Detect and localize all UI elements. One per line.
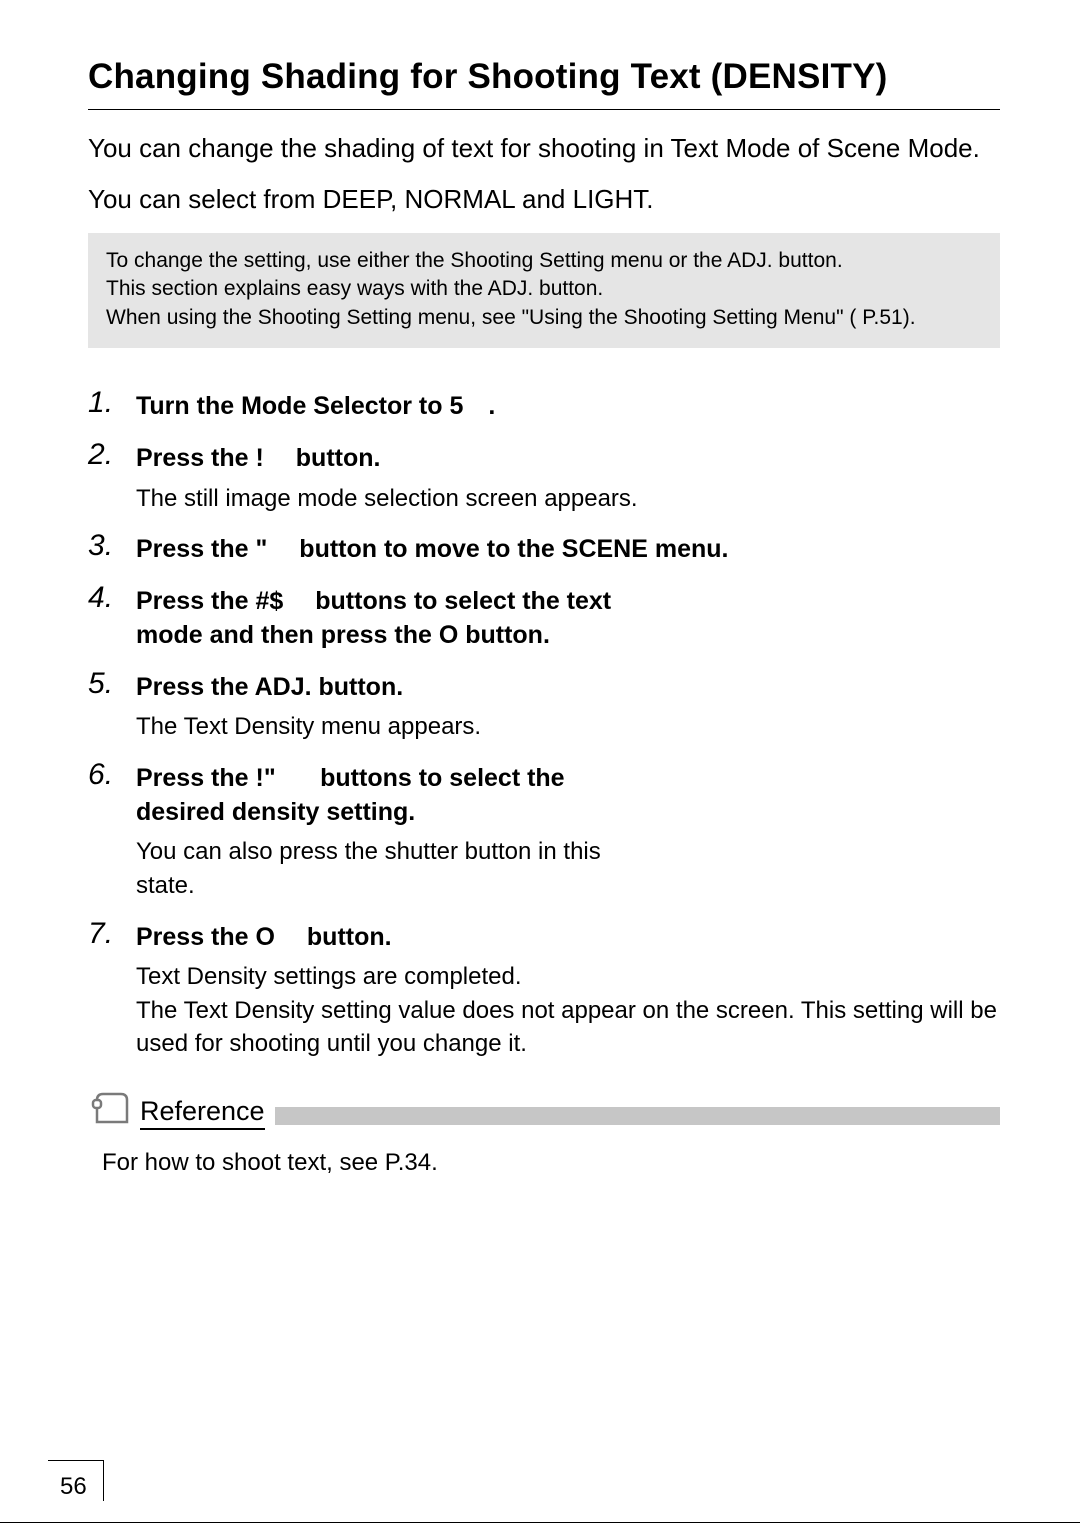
step-item: Press the O button. Text Density setting…: [88, 921, 1000, 1062]
reference-bar: [275, 1107, 1000, 1125]
page-title: Changing Shading for Shooting Text (DENS…: [88, 55, 1000, 110]
step-item: Press the !" buttons to select the desir…: [88, 762, 1000, 903]
reference-body: For how to shoot text, see P.34.: [88, 1149, 1000, 1177]
step-heading: Press the !" buttons to select the desir…: [136, 762, 656, 830]
step-item: Press the #$ buttons to select the text …: [88, 585, 1000, 653]
step-body: Text Density settings are completed. The…: [136, 960, 1000, 1061]
step-body: You can also press the shutter button in…: [136, 835, 656, 902]
step-heading: Press the ! button.: [136, 442, 1000, 476]
step-heading: Press the " button to move to the SCENE …: [136, 533, 1000, 567]
step-heading: Press the ADJ. button.: [136, 671, 1000, 705]
step-heading: Turn the Mode Selector to 5 .: [136, 390, 1000, 424]
intro-paragraph-2: You can select from DEEP, NORMAL and LIG…: [88, 181, 1000, 219]
reference-label: Reference: [140, 1096, 265, 1130]
step-body: The Text Density menu appears.: [136, 710, 1000, 744]
reference-icon: [88, 1086, 140, 1131]
step-heading: Press the #$ buttons to select the text …: [136, 585, 676, 653]
page-number: 56: [48, 1460, 104, 1501]
step-body: The still image mode selection screen ap…: [136, 482, 1000, 516]
step-item: Press the ! button. The still image mode…: [88, 442, 1000, 515]
note-line: When using the Shooting Setting menu, se…: [106, 304, 982, 332]
step-item: Press the ADJ. button. The Text Density …: [88, 671, 1000, 744]
note-line: To change the setting, use either the Sh…: [106, 247, 982, 275]
reference-block: Reference For how to shoot text, see P.3…: [88, 1087, 1000, 1177]
intro-paragraph-1: You can change the shading of text for s…: [88, 130, 1000, 168]
steps-list: Turn the Mode Selector to 5 . Press the …: [88, 390, 1000, 1061]
step-item: Turn the Mode Selector to 5 .: [88, 390, 1000, 424]
note-line: This section explains easy ways with the…: [106, 275, 982, 303]
step-heading: Press the O button.: [136, 921, 1000, 955]
step-item: Press the " button to move to the SCENE …: [88, 533, 1000, 567]
note-box: To change the setting, use either the Sh…: [88, 233, 1000, 348]
